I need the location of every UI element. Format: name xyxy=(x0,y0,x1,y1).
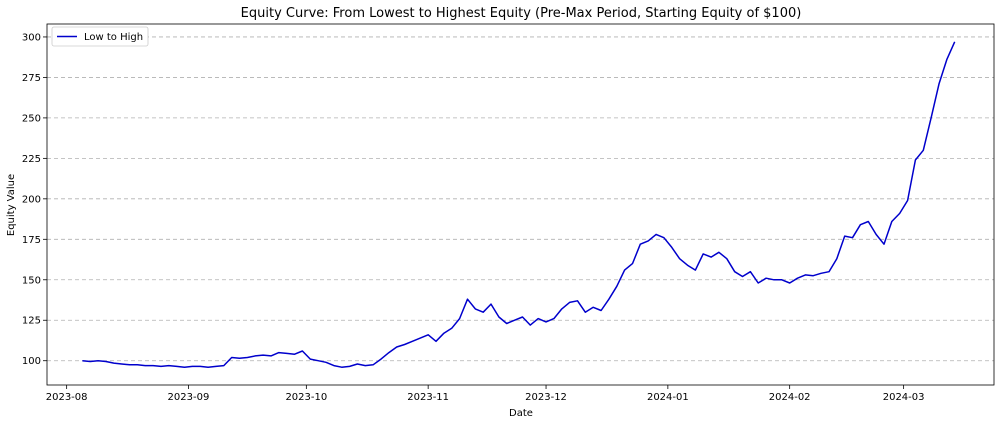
legend-box xyxy=(51,26,149,47)
x-tick-label: 2023-10 xyxy=(285,392,327,403)
x-tick-label: 2024-03 xyxy=(883,392,925,403)
series-layer xyxy=(82,41,956,368)
axes: 100 125 150 175 200 225 250 275 300 2023-08 2023-0… xyxy=(22,32,925,403)
y-tick-label: 275 xyxy=(22,73,41,84)
x-tick-label: 2023-08 xyxy=(46,392,88,403)
y-axis-label: Equity Value xyxy=(6,174,17,236)
legend: Low to High xyxy=(51,26,149,47)
gridlines xyxy=(47,36,994,362)
y-tick-label: 250 xyxy=(22,113,41,124)
y-tick-label: 225 xyxy=(22,154,41,165)
y-tick-label: 300 xyxy=(22,32,41,43)
series-line-low-to-high xyxy=(82,41,956,368)
x-axis-label: Date xyxy=(509,408,533,419)
y-tick-label: 175 xyxy=(22,235,41,246)
x-tick-label: 2023-09 xyxy=(168,392,210,403)
y-tick-label: 100 xyxy=(22,356,41,367)
x-tick-label: 2024-01 xyxy=(647,392,689,403)
chart-title: Equity Curve: From Lowest to Highest Equ… xyxy=(241,6,802,21)
x-tick-label: 2023-12 xyxy=(525,392,567,403)
plot-frame xyxy=(46,23,995,386)
x-tick-label: 2024-02 xyxy=(769,392,811,403)
legend-label: Low to High xyxy=(84,32,143,43)
y-tick-label: 200 xyxy=(22,194,41,205)
y-tick-label: 150 xyxy=(22,275,41,286)
y-tick-label: 125 xyxy=(22,316,41,327)
x-tick-label: 2023-11 xyxy=(407,392,449,403)
